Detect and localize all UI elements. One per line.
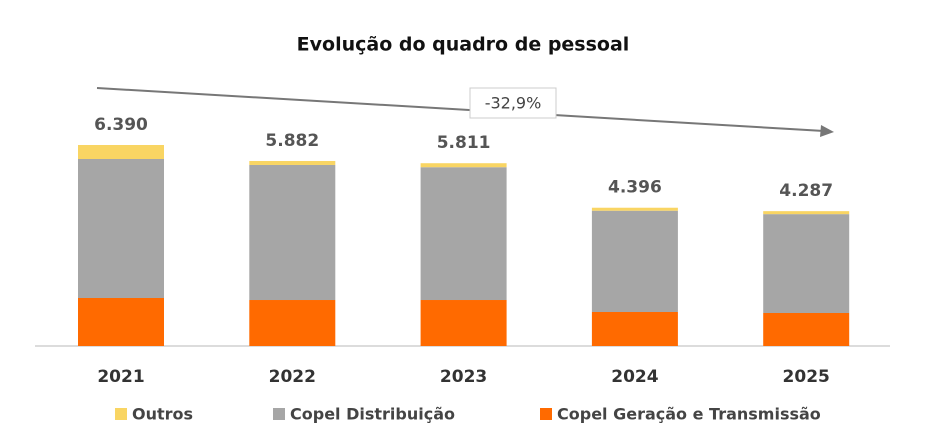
- total-label: 4.287: [779, 181, 833, 201]
- total-label: 5.811: [437, 133, 491, 153]
- bar-segment: [78, 297, 164, 346]
- annotation-box: [469, 87, 557, 119]
- bar-segment: [420, 163, 507, 168]
- legend-swatch: [115, 408, 127, 420]
- x-tick-label: 2022: [269, 367, 316, 387]
- bar-segment: [591, 210, 678, 312]
- bar-segment: [420, 300, 507, 346]
- bar-segment: [249, 160, 336, 165]
- bar-segment: [249, 164, 336, 301]
- annotation: -32,9%: [485, 94, 542, 113]
- legend-swatch: [273, 408, 285, 420]
- trend-arrow: [96, 87, 825, 132]
- bar-segment: [78, 145, 164, 159]
- total-label: 6.390: [94, 115, 148, 135]
- x-tick-label: 2025: [783, 367, 830, 387]
- bar-segment: [420, 167, 507, 301]
- bar-segment: [78, 158, 164, 298]
- bar-segment: [249, 300, 336, 346]
- legend-label: Copel Distribuição: [290, 405, 455, 424]
- bar-segment: [591, 207, 678, 211]
- total-label: 5.882: [265, 131, 319, 151]
- legend-label: Copel Geração e Transmissão: [557, 405, 821, 424]
- legend-swatch: [540, 408, 552, 420]
- legend-label: Outros: [132, 405, 193, 424]
- bar-segment: [763, 211, 850, 215]
- trend-arrow-head: [820, 125, 834, 137]
- bar-segment: [763, 214, 850, 314]
- total-label: 4.396: [608, 178, 662, 198]
- chart-title: Evolução do quadro de pessoal: [297, 34, 630, 56]
- x-tick-label: 2024: [611, 367, 658, 387]
- bar-segment: [763, 313, 850, 346]
- bar-segment: [591, 311, 678, 346]
- x-tick-label: 2021: [97, 367, 144, 387]
- x-tick-label: 2023: [440, 367, 487, 387]
